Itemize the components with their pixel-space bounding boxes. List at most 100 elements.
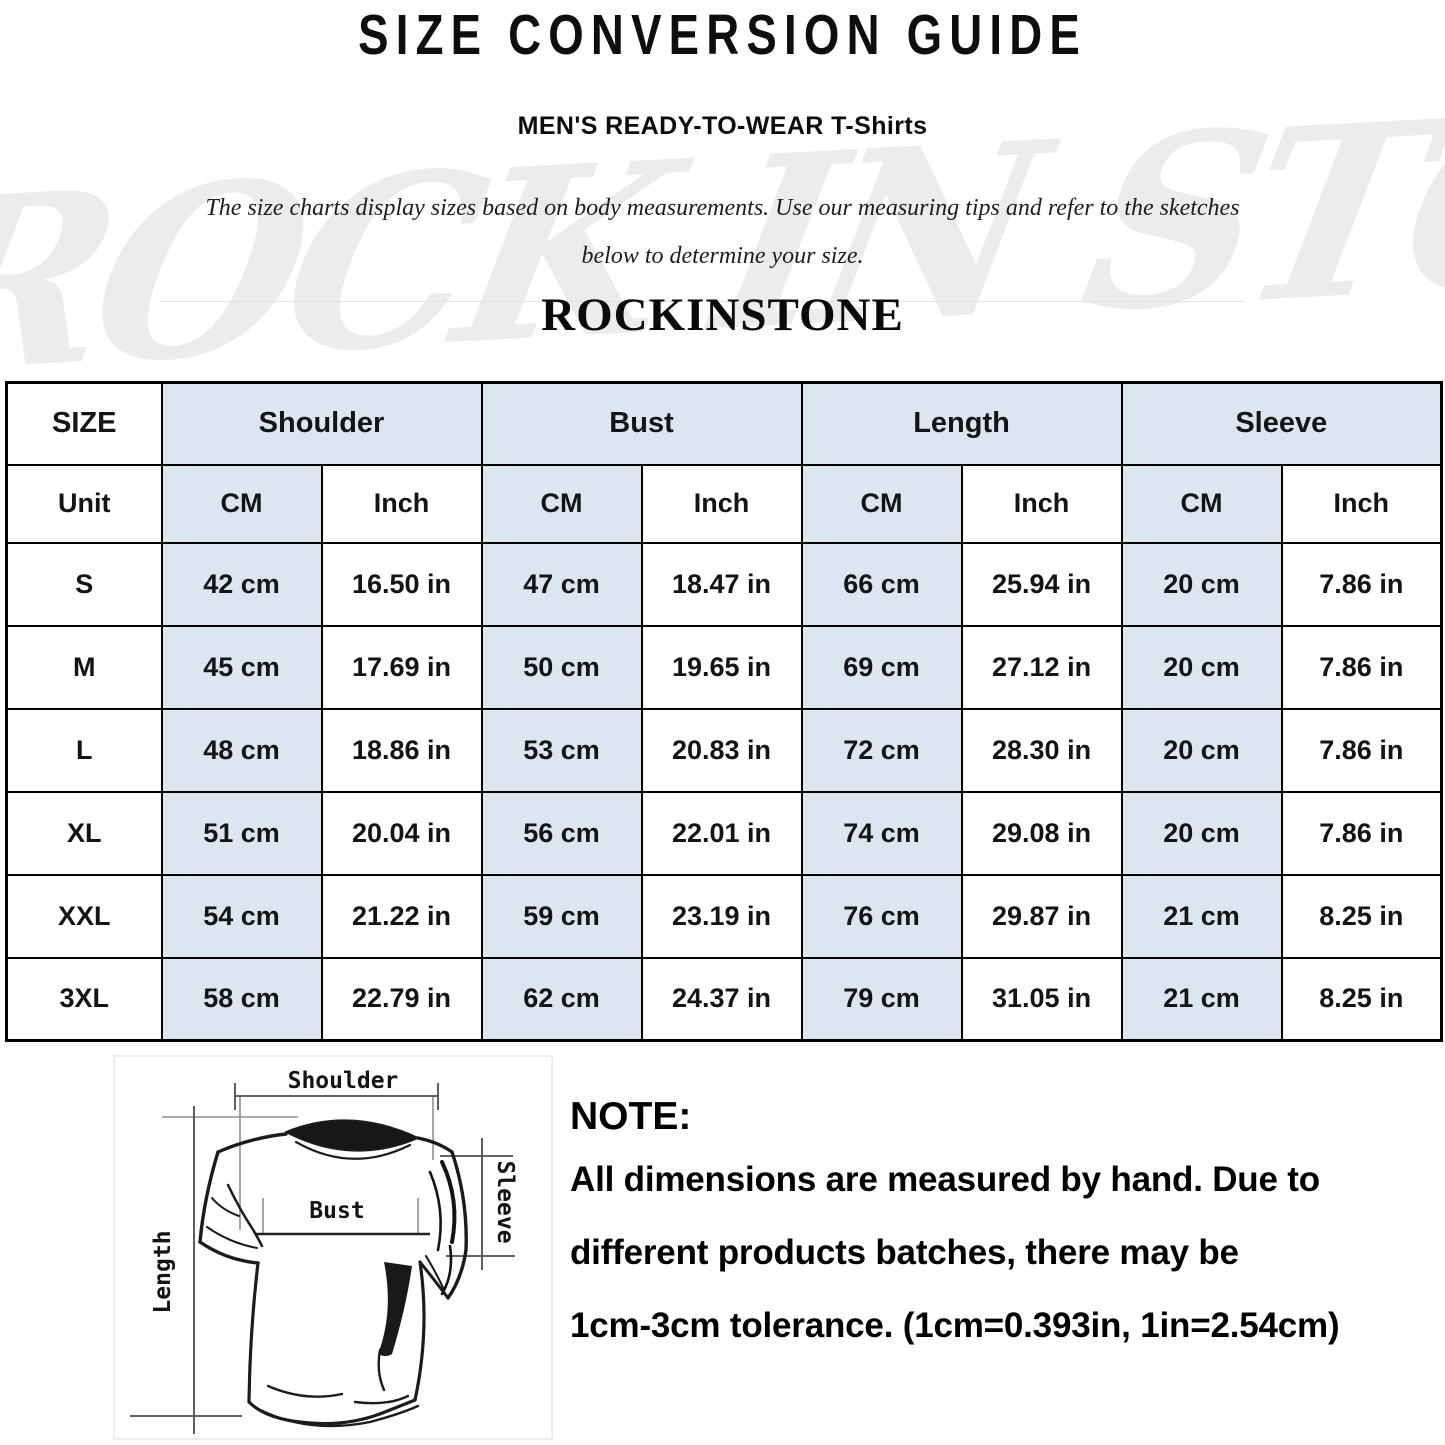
fold-shading xyxy=(377,1160,457,1392)
page-title: SIZE CONVERSION GUIDE xyxy=(0,2,1445,68)
length-label: Length xyxy=(150,1230,176,1313)
measurement-value: 25.94 in xyxy=(960,541,1123,627)
size-label: 3XL xyxy=(5,956,163,1042)
measurement-value: 58 cm xyxy=(160,956,323,1042)
measurement-value: 47 cm xyxy=(480,541,643,627)
table-row-3xl: 3XL 58 cm 22.79 in 62 cm 24.37 in 79 cm … xyxy=(5,956,1443,1042)
measurement-value: 7.86 in xyxy=(1280,541,1443,627)
sleeve-label: Sleeve xyxy=(492,1160,518,1243)
description-line-1: The size charts display sizes based on b… xyxy=(205,195,1240,221)
table-unit-row: Unit CM Inch CM Inch CM Inch CM Inch xyxy=(5,463,1443,544)
unit-cell: CM xyxy=(480,463,643,544)
measure-lines xyxy=(130,1083,515,1434)
size-label: M xyxy=(5,624,163,710)
brand-name: ROCKINSTONE xyxy=(541,289,904,341)
measurement-value: 20 cm xyxy=(1120,707,1283,793)
measurement-value: 51 cm xyxy=(160,790,323,876)
unit-cell: Inch xyxy=(640,463,803,544)
shoulder-label: Shoulder xyxy=(288,1068,399,1094)
note-heading: NOTE: xyxy=(570,1095,692,1138)
unit-label: Unit xyxy=(5,463,163,544)
description: The size charts display sizes based on b… xyxy=(0,184,1445,280)
page-title-text: SIZE CONVERSION GUIDE xyxy=(358,3,1087,67)
measurement-value: 45 cm xyxy=(160,624,323,710)
measurement-value: 22.01 in xyxy=(640,790,803,876)
size-label: XL xyxy=(5,790,163,876)
length-group-header: Length xyxy=(800,381,1123,466)
measurement-value: 20 cm xyxy=(1120,624,1283,710)
measurement-value: 62 cm xyxy=(480,956,643,1042)
measurement-value: 8.25 in xyxy=(1280,956,1443,1042)
unit-cell: Inch xyxy=(1280,463,1443,544)
unit-cell: Inch xyxy=(960,463,1123,544)
measurement-value: 20 cm xyxy=(1120,541,1283,627)
tshirt-measurement-diagram: Shoulder Bust Length Sleeve xyxy=(100,1050,560,1445)
size-conversion-table: SIZE Shoulder Bust Length Sleeve Unit CM… xyxy=(5,381,1444,1042)
unit-cell: CM xyxy=(800,463,963,544)
measurement-value: 18.86 in xyxy=(320,707,483,793)
measurement-value: 48 cm xyxy=(160,707,323,793)
measurement-value: 18.47 in xyxy=(640,541,803,627)
measurement-value: 20 cm xyxy=(1120,790,1283,876)
measurement-value: 19.65 in xyxy=(640,624,803,710)
measurement-value: 21.22 in xyxy=(320,873,483,959)
measurement-value: 17.69 in xyxy=(320,624,483,710)
bust-group-header: Bust xyxy=(480,381,803,466)
measurement-value: 20.83 in xyxy=(640,707,803,793)
sketch-frame xyxy=(113,1055,553,1440)
table-row-m: M 45 cm 17.69 in 50 cm 19.65 in 69 cm 27… xyxy=(5,624,1443,710)
measurement-value: 74 cm xyxy=(800,790,963,876)
measurement-value: 54 cm xyxy=(160,873,323,959)
measurement-value: 7.86 in xyxy=(1280,707,1443,793)
sleeve-group-header: Sleeve xyxy=(1120,381,1443,466)
measurement-value: 28.30 in xyxy=(960,707,1123,793)
measurement-value: 29.08 in xyxy=(960,790,1123,876)
measurement-value: 76 cm xyxy=(800,873,963,959)
unit-cell: CM xyxy=(160,463,323,544)
measurement-value: 56 cm xyxy=(480,790,643,876)
measurement-value: 16.50 in xyxy=(320,541,483,627)
unit-cell: CM xyxy=(1120,463,1283,544)
note-line-1: All dimensions are measured by hand. Due… xyxy=(570,1160,1320,1199)
measurement-value: 66 cm xyxy=(800,541,963,627)
measurement-value: 27.12 in xyxy=(960,624,1123,710)
size-column-header: SIZE xyxy=(5,381,163,466)
size-label: S xyxy=(5,541,163,627)
shoulder-group-header: Shoulder xyxy=(160,381,483,466)
measurement-value: 22.79 in xyxy=(320,956,483,1042)
unit-cell: Inch xyxy=(320,463,483,544)
measurement-value: 72 cm xyxy=(800,707,963,793)
divider-line xyxy=(160,301,1245,302)
measurement-value: 59 cm xyxy=(480,873,643,959)
measurement-value: 23.19 in xyxy=(640,873,803,959)
measurement-value: 29.87 in xyxy=(960,873,1123,959)
measurement-value: 21 cm xyxy=(1120,956,1283,1042)
description-line-2: below to determine your size. xyxy=(581,243,864,269)
table-row-xl: XL 51 cm 20.04 in 56 cm 22.01 in 74 cm 2… xyxy=(5,790,1443,876)
measurement-value: 7.86 in xyxy=(1280,624,1443,710)
measurement-value: 7.86 in xyxy=(1280,790,1443,876)
table-row-xxl: XXL 54 cm 21.22 in 59 cm 23.19 in 76 cm … xyxy=(5,873,1443,959)
measurement-value: 50 cm xyxy=(480,624,643,710)
table-group-header-row: SIZE Shoulder Bust Length Sleeve xyxy=(5,381,1443,466)
size-label: L xyxy=(5,707,163,793)
measurement-value: 42 cm xyxy=(160,541,323,627)
measurement-value: 69 cm xyxy=(800,624,963,710)
measurement-value: 31.05 in xyxy=(960,956,1123,1042)
measurement-value: 79 cm xyxy=(800,956,963,1042)
size-label: XXL xyxy=(5,873,163,959)
tshirt-sketch: Shoulder Bust Length Sleeve xyxy=(113,1055,553,1440)
measurement-value: 21 cm xyxy=(1120,873,1283,959)
tshirt-outline xyxy=(198,1119,468,1428)
note-line-3: 1cm-3cm tolerance. (1cm=0.393in, 1in=2.5… xyxy=(570,1306,1340,1345)
measurement-value: 8.25 in xyxy=(1280,873,1443,959)
note-section: NOTE: All dimensions are measured by han… xyxy=(570,1094,1430,1346)
measurement-value: 53 cm xyxy=(480,707,643,793)
note-line-2: different products batches, there may be xyxy=(570,1233,1239,1272)
measurement-value: 24.37 in xyxy=(640,956,803,1042)
table-row-l: L 48 cm 18.86 in 53 cm 20.83 in 72 cm 28… xyxy=(5,707,1443,793)
subtitle: MEN'S READY-TO-WEAR T-Shirts xyxy=(517,112,928,140)
measurement-value: 20.04 in xyxy=(320,790,483,876)
bust-label: Bust xyxy=(309,1198,364,1224)
table-row-s: S 42 cm 16.50 in 47 cm 18.47 in 66 cm 25… xyxy=(5,541,1443,627)
